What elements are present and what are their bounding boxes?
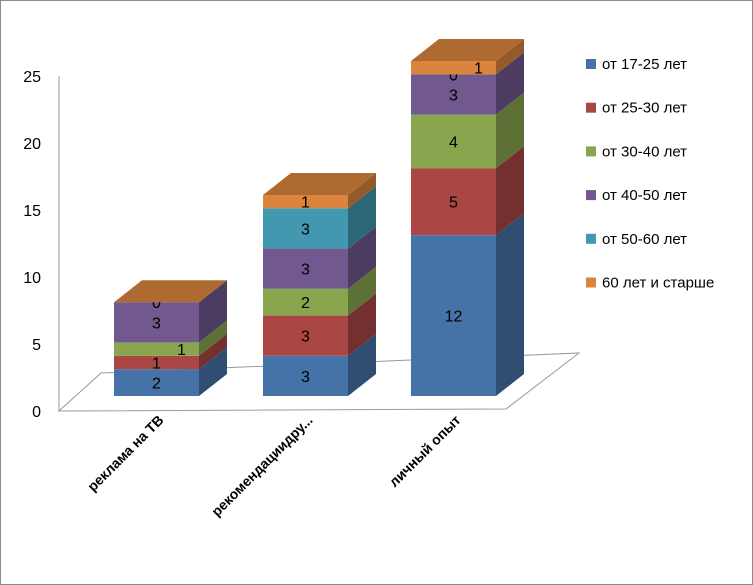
data-label: 5	[449, 195, 458, 212]
data-label: 2	[301, 295, 310, 312]
bar-segment-side	[199, 280, 227, 343]
y-tick-label: 20	[23, 136, 41, 153]
legend-swatch	[586, 146, 596, 157]
y-tick-label: 5	[32, 337, 41, 354]
bar-segment-side	[348, 333, 376, 396]
bar-segment-side	[199, 333, 227, 370]
category-label: реклама на ТВ	[84, 412, 167, 495]
data-label: 1	[152, 356, 161, 373]
bar-segment-side	[496, 52, 524, 115]
y-tick-label: 25	[23, 69, 41, 86]
bar-segment-front	[411, 114, 496, 169]
bar-segment-front	[263, 315, 348, 356]
bar-segment-side	[199, 347, 227, 396]
y-tick-label: 15	[23, 203, 41, 220]
bar-segment-front	[263, 208, 348, 249]
bar-segment-side	[348, 186, 376, 249]
bar-segment-side	[348, 226, 376, 289]
legend-swatch	[586, 102, 596, 113]
legend-swatch	[586, 233, 596, 244]
bar-segment-front	[114, 369, 199, 396]
legend-swatch	[586, 190, 596, 201]
bar-top-face	[411, 39, 524, 61]
bar-segment-front	[411, 74, 496, 115]
y-tick-label: 0	[32, 404, 41, 421]
bar-segment-side	[496, 39, 524, 75]
data-label: 0	[449, 67, 458, 84]
data-label: 3	[301, 329, 310, 346]
bar-segment-side	[199, 320, 227, 356]
data-label: 4	[449, 134, 458, 151]
bar-segment-front	[411, 235, 496, 396]
bar-segment-side	[348, 173, 376, 209]
bar-segment-front	[263, 288, 348, 316]
bar-segment-front	[114, 355, 199, 370]
data-label: 1	[474, 61, 483, 78]
legend-label: от 50-60 лет	[602, 231, 687, 248]
y-tick-label: 10	[23, 270, 41, 287]
legend-swatch	[586, 59, 596, 69]
bar-segment-front	[263, 195, 348, 209]
data-label: 0	[152, 295, 161, 312]
bar-segment-side	[496, 92, 524, 169]
category-label: рекомендациидру...	[208, 412, 316, 520]
category-label: личный опыт	[386, 412, 464, 490]
bar-segment-front	[114, 302, 199, 343]
data-label: 3	[301, 369, 310, 386]
bar-segment-side	[496, 146, 524, 236]
legend-label: от 17-25 лет	[602, 56, 687, 73]
legend-swatch	[586, 277, 596, 288]
bar-segment-front	[411, 61, 496, 75]
bar-top-face	[114, 280, 227, 303]
data-label: 1	[301, 195, 310, 212]
data-label: 3	[301, 222, 310, 239]
bar-segment-front	[411, 168, 496, 236]
data-label: 3	[152, 315, 161, 332]
legend-label: от 40-50 лет	[602, 187, 687, 204]
bar-segment-front	[263, 248, 348, 289]
data-label: 2	[152, 376, 161, 393]
data-label: 3	[449, 88, 458, 105]
data-label: 12	[445, 309, 463, 326]
legend-label: от 30-40 лет	[602, 143, 687, 160]
data-label: 1	[177, 342, 186, 359]
bar-segment-front	[263, 355, 348, 396]
legend-label: от 25-30 лет	[602, 100, 687, 117]
bar-segment-side	[348, 293, 376, 356]
floor	[57, 352, 581, 412]
bar-segment-side	[496, 213, 524, 396]
bar-segment-side	[348, 266, 376, 316]
data-label: 3	[301, 262, 310, 279]
bar-segment-front	[114, 342, 199, 356]
bar-top-face	[263, 173, 376, 195]
legend-label: 60 лет и старше	[602, 275, 714, 292]
